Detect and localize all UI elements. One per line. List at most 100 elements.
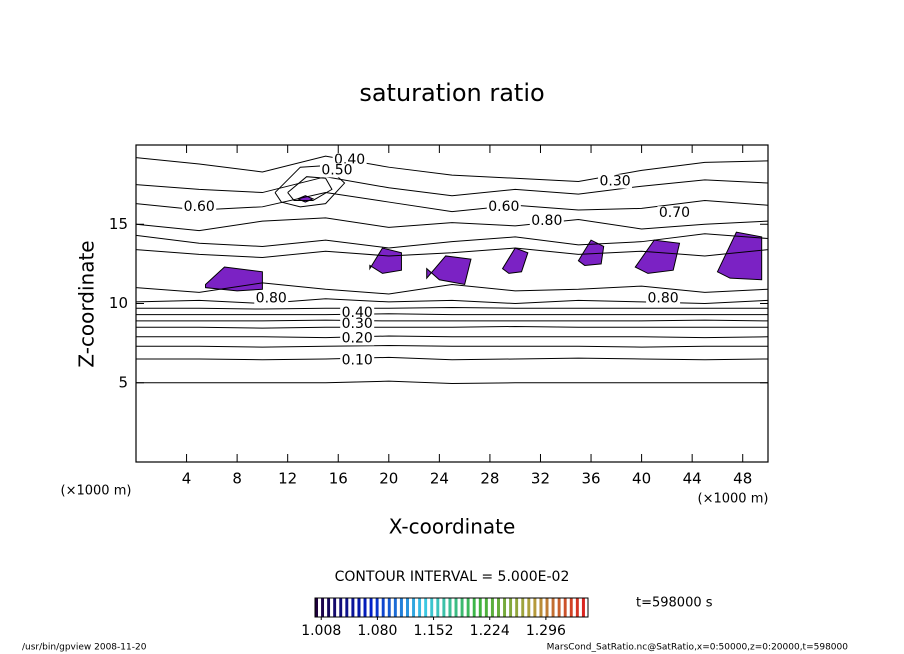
- contour-line: [136, 155, 768, 182]
- colorbar-stripe: [406, 598, 410, 617]
- colorbar-frame: [314, 597, 589, 618]
- contour-line: [136, 217, 768, 232]
- colorbar-stripe: [442, 598, 446, 617]
- colorbar-stripe: [451, 598, 455, 617]
- contour-label-bg: [657, 206, 692, 221]
- y-unit-label: (×1000 m): [61, 484, 132, 499]
- colorbar-stripe: [354, 598, 358, 617]
- shaded-region: [716, 231, 763, 281]
- contour-label-bg: [529, 214, 564, 229]
- x-tick-label: 12: [278, 470, 297, 488]
- x-tick-label: 4: [182, 470, 192, 488]
- colorbar-stripe: [533, 598, 537, 617]
- colorbar-stripe: [581, 598, 585, 617]
- shaded-region: [296, 195, 315, 203]
- colorbar-stripe: [487, 598, 491, 617]
- contour-label-bg: [319, 163, 354, 178]
- contour-label-bg: [598, 174, 633, 189]
- shaded-region: [634, 239, 681, 274]
- colorbar-stripe: [548, 598, 552, 617]
- contour-line: [136, 313, 768, 316]
- colorbar-stripe: [569, 598, 573, 617]
- x-axis-label: X-coordinate: [389, 515, 516, 539]
- contour-line: [136, 319, 768, 322]
- y-axis-label: Z-coordinate: [75, 240, 99, 367]
- colorbar-stripe: [324, 598, 328, 617]
- colorbar-stripe: [484, 598, 488, 617]
- colorbar-stripe: [351, 598, 355, 617]
- colorbar-stripe: [393, 598, 397, 617]
- contour-label: 0.30: [599, 173, 630, 189]
- chart-title: saturation ratio: [359, 79, 544, 107]
- colorbar-stripe: [542, 598, 546, 617]
- colorbar-stripe: [584, 598, 588, 617]
- x-tick-label: 28: [480, 470, 499, 488]
- colorbar-stripe: [497, 598, 501, 617]
- colorbar-stripe: [524, 598, 528, 617]
- colorbar-stripe: [315, 598, 319, 617]
- contour-label: 0.80: [648, 291, 679, 307]
- shaded-region: [577, 239, 605, 266]
- colorbar-stripe: [512, 598, 516, 617]
- colorbar-stripe: [327, 598, 331, 617]
- contour-label-bg: [340, 306, 375, 321]
- colorbar-stripe: [402, 598, 406, 617]
- colorbar-stripe: [454, 598, 458, 617]
- contour-line: [136, 282, 768, 295]
- contour-line: [136, 176, 768, 197]
- contour-label: 0.40: [342, 305, 373, 321]
- colorbar-stripe: [360, 598, 364, 617]
- colorbar-stripe: [342, 598, 346, 617]
- contour-label-bg: [340, 353, 375, 368]
- contour-label: 0.50: [321, 162, 352, 178]
- colorbar-stripe: [415, 598, 419, 617]
- colorbar-stripe: [557, 598, 561, 617]
- colorbar-stripe: [390, 598, 394, 617]
- contour-label-bg: [254, 291, 289, 306]
- contour-label-bg: [646, 291, 681, 306]
- colorbar-stripe: [412, 598, 416, 617]
- colorbar-stripe: [357, 598, 361, 617]
- contour-label: 0.10: [342, 353, 373, 369]
- y-tick-label: 15: [109, 215, 128, 233]
- shaded-region: [369, 247, 402, 274]
- colorbar-stripe: [515, 598, 519, 617]
- colorbar-stripe: [530, 598, 534, 617]
- colorbar-tick-label: 1.152: [414, 623, 454, 639]
- colorbar-stripe: [363, 598, 367, 617]
- colorbar-stripe: [424, 598, 428, 617]
- contour-label-bg: [486, 199, 521, 214]
- colorbar-stripe: [396, 598, 400, 617]
- colorbar-stripe: [436, 598, 440, 617]
- footer-right: MarsCond_SatRatio.nc@SatRatio,x=0:50000,…: [547, 643, 849, 653]
- colorbar-stripe: [490, 598, 494, 617]
- colorbar-stripe: [521, 598, 525, 617]
- contour-label: 0.80: [531, 213, 562, 229]
- colorbar-stripe: [445, 598, 449, 617]
- plot-area: 0.400.500.300.60 0.600.80 0.700.80 0.800.40…: [136, 152, 768, 385]
- colorbar-stripe: [409, 598, 413, 617]
- contour-line: [136, 306, 768, 310]
- x-tick-label: 44: [683, 470, 702, 488]
- contour-interval: CONTOUR INTERVAL = 5.000E-02: [335, 569, 570, 585]
- colorbar-stripe: [527, 598, 531, 617]
- colorbar-stripe: [457, 598, 461, 617]
- colorbar-stripe: [472, 598, 476, 617]
- x-tick-label: 32: [531, 470, 550, 488]
- colorbar-stripe: [518, 598, 522, 617]
- colorbar-stripe: [448, 598, 452, 617]
- colorbar-stripe: [493, 598, 497, 617]
- contour-line: [136, 345, 768, 348]
- colorbar-stripe: [545, 598, 549, 617]
- contour-label: 0.30: [342, 316, 373, 332]
- contour-line: [136, 356, 768, 361]
- colorbar-stripe: [384, 598, 388, 617]
- colorbar-stripe: [560, 598, 564, 617]
- x-tick-label: 20: [379, 470, 398, 488]
- x-tick-label: 24: [430, 470, 449, 488]
- y-tick-label: 10: [109, 294, 128, 312]
- colorbar-stripe: [566, 598, 570, 617]
- colorbar-stripe: [481, 598, 485, 617]
- colorbar-stripe: [339, 598, 343, 617]
